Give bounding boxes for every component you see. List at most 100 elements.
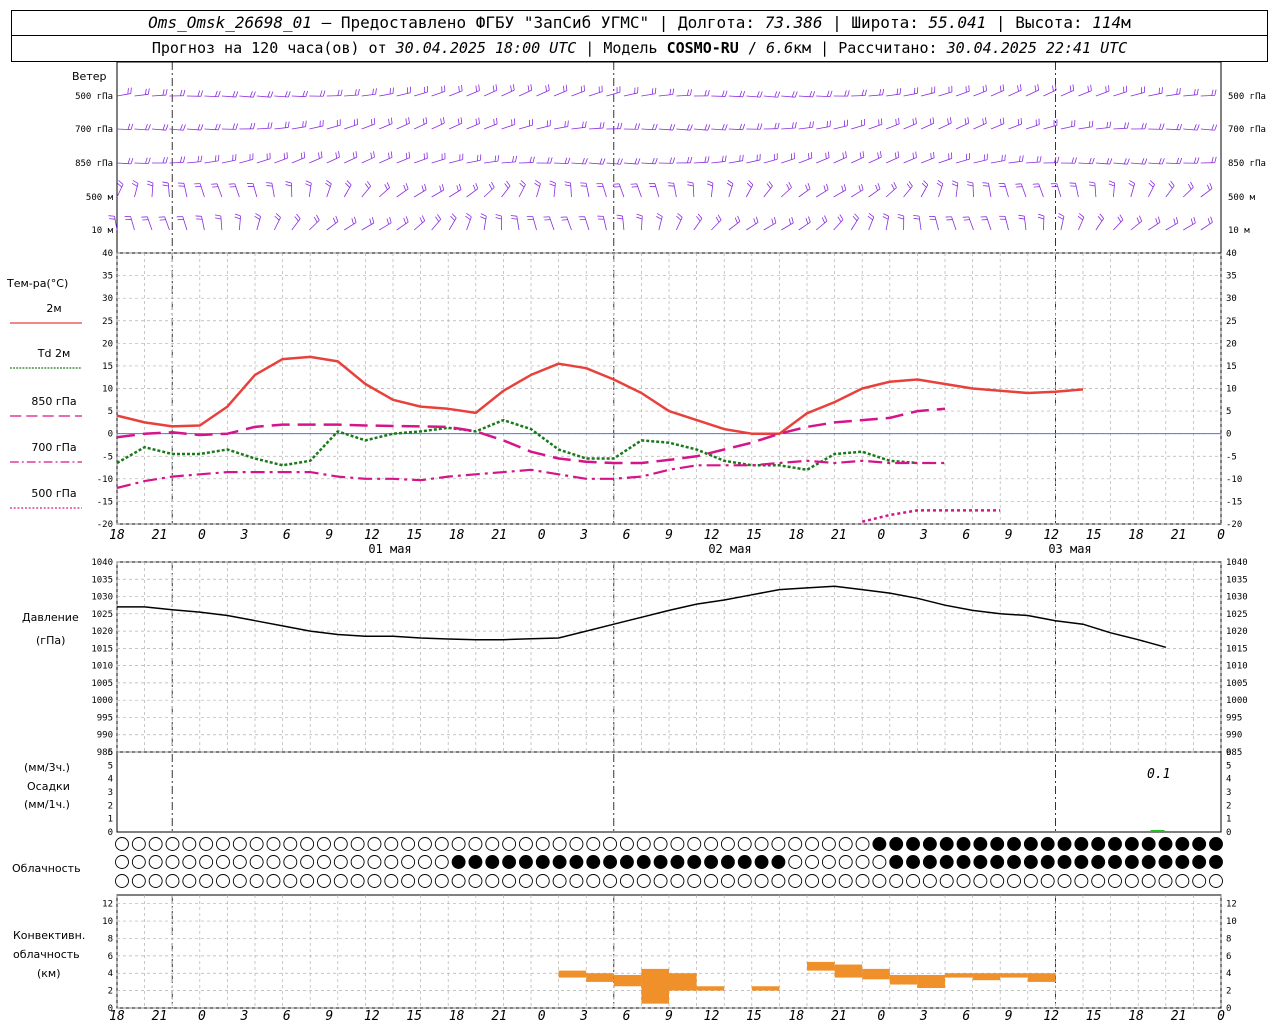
wind-barb — [601, 183, 607, 198]
wind-barb — [1020, 183, 1027, 198]
wind-barb-feather — [451, 213, 457, 219]
cloud-circle — [1192, 874, 1207, 888]
wind-barb — [274, 157, 288, 164]
wind-barb — [532, 216, 537, 231]
y-tick-label: 10 — [102, 917, 113, 927]
wind-barb — [361, 156, 375, 164]
wind-barb-feather — [1193, 157, 1197, 164]
x-hour-label: 18 — [1128, 1009, 1144, 1024]
cloud-circle — [300, 837, 315, 851]
wind-barb-feather — [332, 217, 336, 224]
wind-barb — [851, 124, 865, 130]
cloud-circle — [199, 874, 214, 888]
wind-barb — [1004, 183, 1009, 198]
wind-barb — [379, 157, 393, 164]
wind-barb-feather — [375, 88, 377, 95]
wind-barb — [973, 122, 987, 130]
cloud-circle — [485, 855, 500, 869]
temp-series-line — [116, 355, 1084, 435]
wind-barb-feather — [496, 117, 498, 124]
wind-barb-feather — [419, 217, 423, 223]
x-hour-label: 9 — [1005, 1009, 1013, 1024]
x-hour-label: 15 — [746, 528, 762, 543]
wind-barb-feather — [530, 84, 533, 91]
wind-barb-feather — [108, 215, 115, 217]
cloud-circle — [1023, 855, 1038, 869]
wind-barb-feather — [845, 151, 847, 158]
y-tick-label: 10 — [1226, 917, 1237, 927]
wind-barb — [673, 183, 677, 198]
wind-barb — [763, 222, 777, 231]
wind-barb-feather — [602, 158, 606, 165]
cloud-circle — [619, 874, 634, 888]
cloud-circle — [502, 837, 517, 851]
cloud-circle — [367, 837, 382, 851]
wind-barb-feather — [807, 183, 811, 189]
wind-barb-feather — [1157, 216, 1161, 223]
cloud-circle — [720, 837, 735, 851]
wind-barb-feather — [1099, 213, 1104, 219]
cloud-circle — [687, 855, 702, 869]
x-hour-label: 3 — [239, 528, 248, 543]
wind-barb — [1113, 162, 1128, 165]
wind-barb — [239, 95, 254, 98]
wind-barb — [151, 128, 166, 131]
wind-barb — [396, 188, 409, 198]
wind-barb-feather — [252, 91, 256, 98]
conv-bar — [807, 961, 835, 971]
wind-barb — [588, 127, 603, 130]
wind-barb — [781, 158, 795, 164]
wind-barb — [676, 128, 691, 131]
calc-time: 30.04.2025 22:41 UTC — [946, 39, 1128, 57]
wind-barb-feather — [215, 90, 218, 97]
alt-unit: м — [1121, 13, 1131, 32]
wind-barb-feather — [390, 117, 393, 124]
wind-barb-feather — [337, 89, 340, 96]
wind-barb-feather — [127, 88, 129, 95]
wind-barb-feather — [923, 180, 929, 186]
cloud-circle — [468, 855, 483, 869]
pressure-line — [117, 585, 1166, 649]
wind-barb-feather — [355, 151, 358, 158]
wind-barb-feather — [696, 216, 701, 222]
wind-barb — [483, 216, 487, 231]
wind-barb-feather — [862, 151, 865, 158]
wind-barb — [972, 182, 974, 198]
y-tick-label: 4 — [1226, 969, 1231, 979]
wind-barb-feather — [283, 153, 286, 160]
wind-barb-feather — [405, 118, 408, 125]
wind-barb — [850, 189, 864, 198]
wind-barb-feather — [1176, 123, 1180, 130]
wind-barb-feather — [441, 184, 445, 191]
wind-barb-feather — [326, 180, 332, 185]
wind-barb-feather — [1034, 85, 1037, 92]
cloud-circle — [1040, 837, 1055, 851]
cloud-circle — [333, 855, 348, 869]
wind-barb-feather — [879, 151, 882, 158]
conv-title-1: Конвективн. — [13, 929, 85, 942]
cloud-circle — [1040, 874, 1055, 888]
wind-barb-feather — [305, 180, 312, 184]
wind-barb-feather — [616, 217, 623, 220]
cloud-circle — [956, 855, 971, 869]
wind-level-label: 700 гПа — [75, 125, 113, 135]
wind-barb-feather — [669, 124, 673, 130]
wind-barb-feather — [858, 185, 861, 192]
x-hour-label: 21 — [1171, 1009, 1187, 1024]
wind-barb — [1200, 128, 1215, 131]
wind-barb-feather — [947, 118, 949, 125]
x-hour-label: 15 — [1086, 528, 1102, 543]
wind-barb — [553, 126, 568, 130]
cloud-circle — [973, 855, 988, 869]
wind-barb-feather — [1078, 213, 1085, 218]
y-tick-label: 2 — [108, 801, 113, 811]
wind-barb — [986, 216, 992, 231]
wind-barb-feather — [1106, 158, 1110, 164]
wind-barb — [885, 123, 900, 130]
wind-barb — [816, 126, 831, 130]
wind-barb-feather — [721, 90, 725, 97]
y-tick-label: 2 — [1226, 801, 1231, 811]
x-hour-label: 15 — [746, 1009, 762, 1024]
wind-barb — [238, 216, 241, 231]
